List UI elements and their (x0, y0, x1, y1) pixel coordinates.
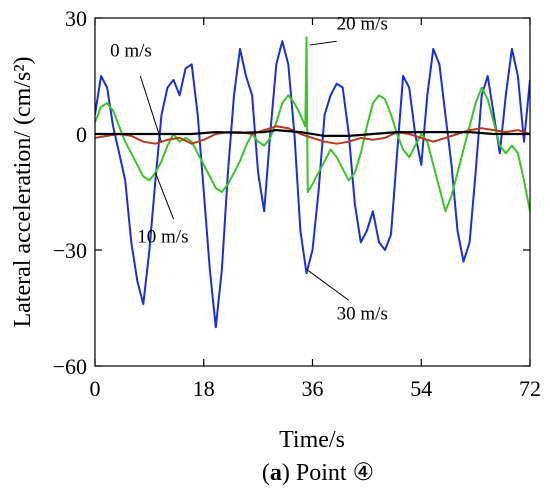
x-tick-label: 72 (519, 376, 541, 401)
y-tick-label: 30 (65, 6, 87, 31)
annotation-leader (139, 75, 162, 142)
y-axis-title: Lateral acceleration/ (cm/s²) (10, 56, 36, 327)
annotation-leader (154, 172, 175, 220)
annotation-label: 20 m/s (337, 14, 388, 35)
series-line-1 (95, 129, 530, 137)
x-tick-label: 18 (193, 376, 215, 401)
figure-caption: (a) Point ④ (262, 460, 374, 486)
x-tick-label: 54 (410, 376, 432, 401)
series-line-2 (95, 125, 530, 145)
annotation-layer: 0 m/s 10 m/s 20 m/s 30 m/s (110, 14, 388, 325)
x-tick-label: 0 (90, 376, 101, 401)
caption-text: Point ④ (290, 460, 374, 486)
series-layer (95, 36, 530, 329)
y-tick-label: −60 (53, 354, 87, 379)
y-tick-label: −30 (53, 238, 87, 263)
caption-close-paren: ) (282, 460, 290, 486)
caption-open-paren: ( (262, 460, 270, 486)
annotation-leader (306, 268, 350, 301)
y-tick-label: 0 (76, 122, 87, 147)
x-axis-title: Time/s (279, 427, 345, 453)
series-line-4 (95, 40, 530, 329)
plot-frame (94, 17, 531, 367)
ticks-layer: 0 18 36 54 72 −60 −30 0 30 (53, 6, 541, 401)
annotation-label: 10 m/s (137, 226, 188, 247)
series-line-3 (95, 36, 530, 213)
x-tick-label: 36 (302, 376, 324, 401)
annotation-leader (309, 40, 337, 46)
annotation-label: 30 m/s (337, 304, 388, 325)
caption-letter: a (270, 460, 282, 486)
annotation-label: 0 m/s (110, 41, 152, 62)
